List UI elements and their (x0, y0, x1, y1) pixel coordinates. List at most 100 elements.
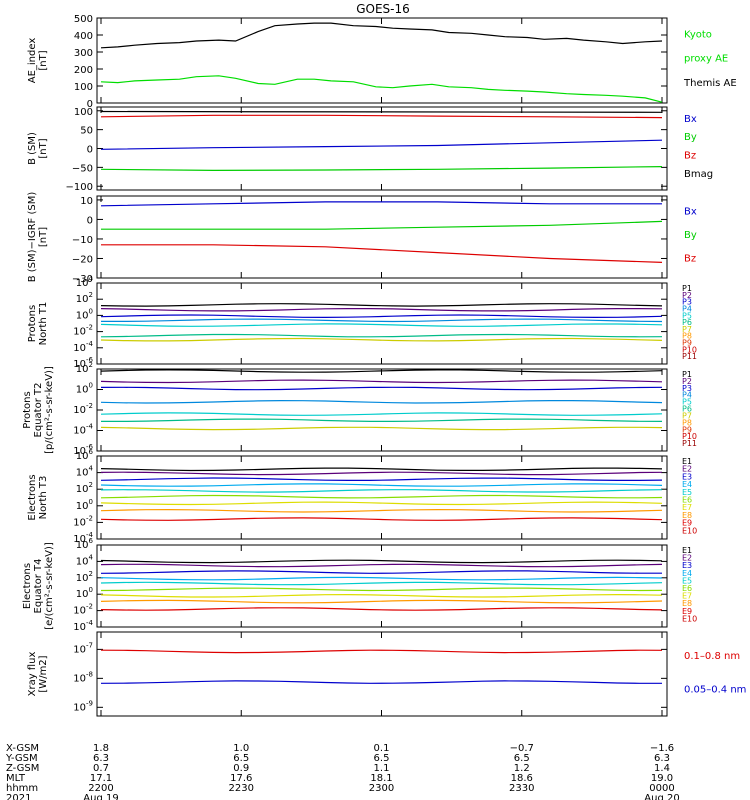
panel-frame (96, 631, 668, 717)
y-tick-label: 100 (76, 307, 93, 321)
y-axis-label: [nT] (38, 138, 49, 158)
series-line-by (101, 220, 663, 230)
y-tick-label: 102 (76, 291, 93, 305)
y-tick-exponent: -6 (86, 443, 94, 451)
y-tick-label: 10 (80, 196, 93, 207)
bottom-axis-table: X-GSMY-GSMZ-GSMMLThhmm20211.86.30.717.12… (5, 743, 680, 800)
legend-p3: P3 (682, 298, 692, 307)
y-tick-label: −20 (72, 254, 93, 265)
y-tick-exponent: 6 (89, 448, 94, 456)
legend-p11: P11 (682, 352, 697, 361)
y-tick-label: 300 (74, 48, 93, 59)
y-tick-label: 10-4 (73, 619, 93, 633)
row-label-z-gsm: Z-GSM (6, 763, 39, 774)
legend-e3: E3 (682, 472, 692, 481)
legend-0-1-0-8-nm: 0.1–0.8 nm (684, 651, 740, 662)
y-tick-exponent: -9 (86, 699, 93, 707)
y-tick-label: 102 (76, 361, 93, 375)
series-line-p6 (100, 333, 663, 338)
series-line-e7 (100, 501, 663, 506)
legend: Bx By Bz Bmag (684, 114, 713, 180)
y-tick-label: 0 (87, 145, 93, 156)
axis-cell-value: 2300 (369, 783, 394, 794)
axis-cell-value: 2330 (509, 783, 534, 794)
series-line-p5 (100, 323, 663, 327)
y-tick-exponent: 0 (89, 586, 93, 594)
y-tick-label: 100 (76, 382, 93, 396)
series-line-kyoto-proxy-ae (100, 75, 663, 103)
axis-cell-value: 6.5 (514, 753, 530, 764)
panel-2: −100 −50 0 50 100 B (SM) [nT] Bx By Bz Bmag (27, 106, 713, 193)
legend-p10: P10 (682, 432, 697, 441)
y-tick-label: 500 (74, 14, 93, 25)
axis-cell-value: 1.8 (93, 743, 109, 754)
legend-themis-ae: Themis AE (683, 78, 737, 89)
y-tick-label: 200 (74, 65, 93, 76)
series-line-bz (101, 244, 663, 263)
legend-e7: E7 (682, 503, 692, 512)
series-line-by (100, 166, 663, 172)
series-line-e4 (100, 576, 663, 581)
axis-cell-value: 0.7 (93, 763, 109, 774)
series-line-p5 (100, 412, 663, 416)
series-group (100, 201, 663, 263)
figure-title: GOES-16 (356, 2, 410, 16)
series-line-e6 (100, 494, 663, 499)
y-tick-label: −100 (66, 182, 93, 193)
legend-p7: P7 (682, 325, 692, 334)
series-line-0-1-0-8-nm (100, 649, 663, 654)
y-tick-exponent: 0 (89, 307, 93, 315)
y-tick-exponent: -2 (86, 603, 93, 611)
y-axis-label: [nT] (38, 227, 49, 247)
legend-by: By (684, 230, 697, 241)
legend-kyoto: Kyoto (684, 29, 712, 40)
legend-p8: P8 (682, 332, 692, 341)
panel-7: 10-4 10-2 100 102 104 106 Electrons Equator T4[… (22, 537, 697, 633)
series-line-e2 (100, 563, 663, 568)
y-tick-label: 0 (87, 215, 93, 226)
series-line-e1 (100, 467, 663, 472)
row-label-y-gsm: Y-GSM (5, 753, 38, 764)
y-tick-label: 0 (87, 99, 93, 110)
y-tick-label: 100 (74, 82, 93, 93)
y-tick-label: 10-2 (73, 603, 93, 617)
axis-cell-value: 1.2 (514, 763, 530, 774)
row-label-x-gsm: X-GSM (6, 743, 39, 754)
legend: 0.1–0.8 nm 0.05–0.4 nm (684, 651, 746, 696)
y-tick-exponent: 4 (89, 465, 94, 473)
y-tick-exponent: 0 (89, 498, 93, 506)
y-tick-label: 100 (74, 107, 93, 118)
legend-p10: P10 (682, 345, 697, 354)
legend-p2: P2 (682, 377, 692, 386)
y-tick-exponent: 4 (89, 553, 94, 561)
y-tick-exponent: -2 (86, 402, 93, 410)
legend-e9: E9 (682, 607, 692, 616)
series-line-p7 (100, 426, 663, 431)
y-ticks: −30 −20 −10 0 10 (72, 196, 667, 285)
series-group (100, 110, 663, 172)
axis-cell-value: 17.6 (230, 773, 252, 784)
legend-e5: E5 (682, 488, 692, 497)
legend-p5: P5 (682, 398, 692, 407)
y-ticks: 0 100 200 300 400 500 (74, 14, 667, 110)
series-line-e1 (100, 559, 663, 564)
series-line-bx (100, 201, 662, 207)
y-axis-label: B (SM)−IGRF (SM) (27, 192, 38, 283)
y-tick-exponent: -7 (86, 641, 93, 649)
y-tick-label: 10-4 (73, 340, 93, 354)
axis-cell-value: 18.1 (370, 773, 392, 784)
legend-e8: E8 (682, 599, 692, 608)
y-tick-label: 100 (76, 586, 93, 600)
row-label-2021: 2021 (6, 793, 31, 800)
y-tick-exponent: -4 (86, 531, 94, 539)
axis-cell-value: 1.1 (374, 763, 390, 774)
series-line-e4 (100, 483, 663, 487)
legend-p9: P9 (682, 425, 692, 434)
y-tick-exponent: -4 (86, 340, 94, 348)
legend-p8: P8 (682, 418, 692, 427)
legend-p11: P11 (682, 439, 697, 448)
